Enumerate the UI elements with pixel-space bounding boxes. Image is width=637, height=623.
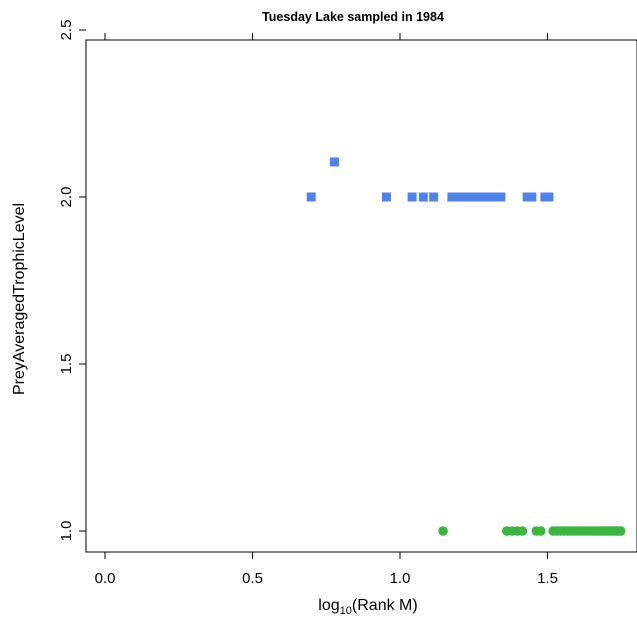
y-axis-label: PreyAveragedTrophicLevel bbox=[11, 203, 28, 395]
data-point bbox=[615, 526, 626, 536]
y-tick-label: 1.0 bbox=[58, 521, 75, 542]
data-point bbox=[470, 192, 480, 202]
data-point bbox=[407, 192, 417, 202]
data-point bbox=[517, 526, 528, 536]
x-axis-label-suffix: (Rank M) bbox=[352, 597, 418, 614]
data-point bbox=[306, 192, 316, 202]
x-axis-ticks: 0.0 0.5 1.0 1.5 bbox=[95, 33, 558, 587]
data-point bbox=[544, 192, 554, 202]
x-tick-label: 0.5 bbox=[242, 570, 263, 587]
data-point bbox=[490, 192, 500, 202]
x-axis-label: log10(Rank M) bbox=[318, 597, 417, 617]
data-point bbox=[418, 192, 428, 202]
data-point bbox=[496, 192, 506, 202]
y-tick-label: 2.5 bbox=[58, 20, 75, 41]
y-axis-ticks: 1.01.52.02.53.03.5 bbox=[58, 20, 86, 542]
x-axis-label-prefix: log bbox=[318, 597, 339, 614]
x-axis-label-subscript: 10 bbox=[340, 605, 352, 617]
data-point bbox=[484, 192, 494, 202]
data-point bbox=[522, 192, 532, 202]
data-point bbox=[455, 192, 465, 202]
plot-frame bbox=[85, 39, 637, 553]
y-tick-label: 1.5 bbox=[58, 354, 75, 375]
y-tick-label: 2.0 bbox=[58, 187, 75, 208]
data-points bbox=[306, 157, 626, 536]
x-tick-label: 1.5 bbox=[537, 570, 558, 587]
data-point bbox=[381, 192, 391, 202]
data-point bbox=[429, 192, 439, 202]
data-point bbox=[330, 157, 340, 167]
data-point bbox=[527, 192, 537, 202]
data-point bbox=[438, 526, 448, 536]
data-point bbox=[463, 192, 473, 202]
x-tick-label: 1.0 bbox=[390, 570, 411, 587]
data-point bbox=[477, 192, 487, 202]
data-point bbox=[535, 526, 546, 536]
x-tick-label: 0.0 bbox=[95, 570, 116, 587]
data-point bbox=[447, 192, 457, 202]
chart-title: Tuesday Lake sampled in 1984 bbox=[262, 10, 444, 24]
